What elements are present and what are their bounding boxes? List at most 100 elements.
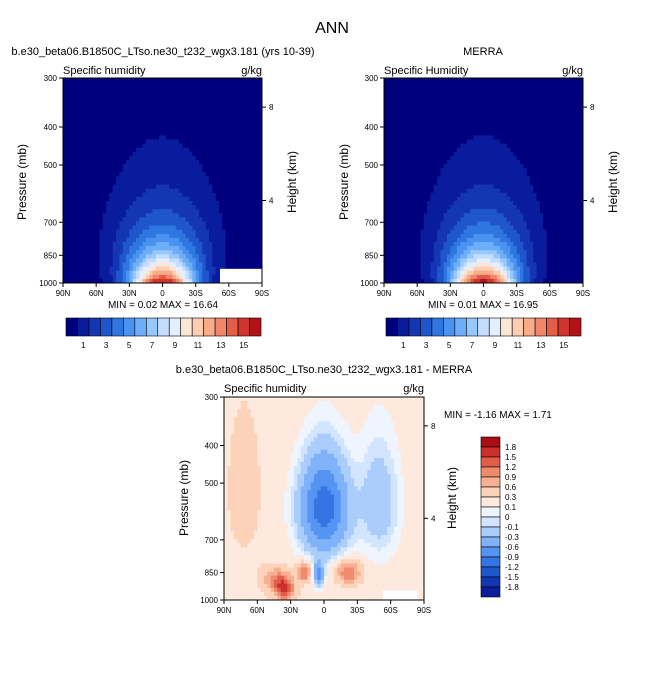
panel1-cell	[69, 221, 74, 226]
panel2-cell	[549, 78, 554, 83]
panel1-cell	[192, 131, 197, 136]
panel1-cell	[218, 172, 223, 177]
panel2-cell	[447, 188, 451, 194]
panel1-cell	[92, 102, 97, 108]
panel1-cell	[205, 225, 210, 231]
panel2-cell	[563, 184, 567, 190]
panel2-cell	[390, 86, 395, 91]
panel1-cell	[258, 143, 263, 149]
panel1-cell	[242, 147, 246, 153]
panel1-cell	[185, 262, 190, 267]
panel1-cell	[185, 188, 190, 194]
panel1-cell	[76, 205, 80, 210]
panel1-cell	[86, 114, 90, 120]
panel1-cell	[222, 90, 226, 95]
panel2-cell	[549, 201, 554, 206]
panel2-cell	[510, 164, 514, 169]
panel1-cell	[212, 127, 216, 132]
panel2-cell	[500, 131, 504, 136]
panel2-cell	[573, 86, 577, 91]
panel1-cell	[82, 221, 87, 226]
panel1-cell	[189, 229, 193, 235]
panel2-cell	[526, 168, 531, 173]
panel1-cell	[252, 172, 256, 177]
panel2-cell	[516, 139, 521, 144]
panel1-cell	[145, 242, 150, 247]
panel1-cell	[102, 123, 107, 128]
panel2-cell	[513, 176, 518, 181]
panel2-cell	[473, 127, 478, 132]
panel2-cell	[466, 78, 471, 83]
panel1-cell	[142, 102, 147, 108]
panel2-cell	[393, 94, 398, 99]
panel1-cell	[129, 139, 134, 144]
panel1-cell	[142, 90, 147, 95]
panel2-cell	[433, 176, 438, 181]
panel1-cell	[185, 82, 190, 87]
panel1-cell	[129, 213, 134, 218]
panel1-cell	[152, 86, 157, 91]
panel1-cell	[179, 160, 183, 165]
panel2-cell	[519, 205, 524, 210]
panel1-cell	[135, 82, 140, 87]
panel2-cell	[417, 143, 421, 149]
panel2-cell	[566, 131, 571, 136]
panel1-cell	[205, 94, 210, 99]
panel2-cell	[559, 147, 564, 153]
panel1-cell	[179, 188, 183, 194]
panel1-cell	[149, 237, 153, 243]
panel1-cell	[149, 221, 153, 226]
panel1-cell	[112, 196, 117, 202]
panel1-cell	[192, 213, 197, 218]
panel1-cell	[255, 98, 260, 103]
panel1-cell	[245, 168, 250, 173]
panel2-cell	[473, 160, 478, 165]
panel2-cell	[496, 123, 501, 128]
panel2-cell	[393, 106, 398, 112]
panel1-cell	[179, 258, 183, 263]
panel1-cell	[242, 229, 246, 235]
panel2-cell	[403, 139, 408, 144]
panel1-cell	[116, 114, 120, 120]
panel1-cell	[72, 270, 77, 276]
panel1-cell	[96, 274, 100, 280]
panel2-cell	[543, 201, 547, 206]
panel1-cell	[252, 151, 256, 157]
panel2-cell	[483, 86, 488, 91]
panel1-cell	[63, 143, 67, 149]
panel1-cell	[82, 164, 87, 169]
panel1-cell	[159, 221, 163, 226]
panel1-cell	[72, 221, 77, 226]
panel2-cell	[576, 82, 581, 87]
panel2-cell	[440, 201, 445, 206]
panel2-cell	[480, 201, 484, 206]
panel1-cell	[142, 131, 147, 136]
panel1-cell	[139, 135, 143, 140]
panel1-cell	[63, 102, 67, 108]
panel2-cell	[443, 164, 448, 169]
panel1-cell	[198, 270, 203, 276]
panel1-cell	[165, 209, 170, 214]
panel1-cell	[152, 229, 157, 235]
panel2-cell	[430, 123, 435, 128]
panel1-cell	[92, 160, 97, 165]
panel1-cell	[215, 192, 220, 198]
panel2-cell	[400, 168, 405, 173]
panel1-cell	[116, 278, 120, 284]
panel1-cell	[255, 106, 260, 112]
panel1-cell	[116, 188, 120, 194]
panel1-cell	[172, 274, 177, 280]
panel1-cell	[76, 94, 80, 99]
panel1-cell	[172, 196, 177, 202]
panel2-cell	[493, 78, 498, 83]
panel2-cell	[440, 151, 445, 157]
panel2-cell	[423, 172, 428, 177]
panel2-cell	[400, 172, 405, 177]
panel1-cell	[248, 123, 253, 128]
panel2-cell	[523, 172, 528, 177]
panel1-cell	[215, 233, 220, 239]
panel1-cell	[245, 155, 250, 161]
panel1-cell	[69, 131, 74, 136]
panel1-cell	[232, 196, 236, 202]
panel1-cell	[66, 192, 71, 198]
